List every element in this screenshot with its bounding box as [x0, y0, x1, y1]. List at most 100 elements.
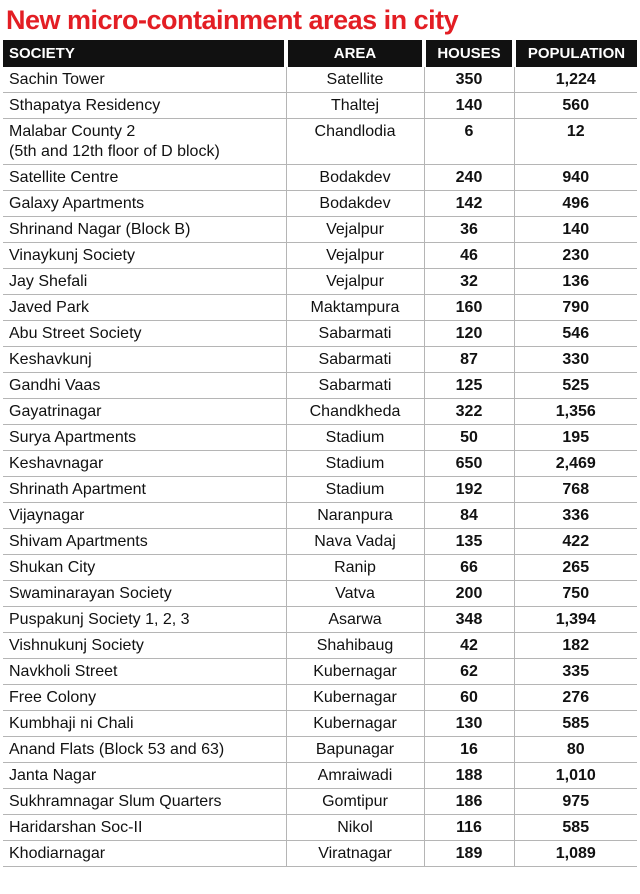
table-row: Keshavkunj Sabarmati 87 330: [3, 346, 637, 373]
society-cell: Janta Nagar: [3, 762, 287, 789]
table-row: Swaminarayan Society Vatva 200 750: [3, 580, 637, 607]
population-cell: 136: [514, 268, 637, 295]
area-cell: Ranip: [286, 554, 425, 581]
population-cell: 585: [514, 814, 637, 841]
society-cell: Puspakunj Society 1, 2, 3: [3, 606, 287, 633]
area-cell: Vejalpur: [286, 242, 425, 269]
table-row: Sthapatya Residency Thaltej 140 560: [3, 92, 637, 119]
table-row: Shrinath Apartment Stadium 192 768: [3, 476, 637, 503]
population-cell: 2,469: [514, 450, 637, 477]
header-houses: HOUSES: [424, 40, 516, 67]
area-cell: Nava Vadaj: [286, 528, 425, 555]
population-cell: 330: [514, 346, 637, 373]
area-cell: Amraiwadi: [286, 762, 425, 789]
table-row: Khodiarnagar Viratnagar 189 1,089: [3, 840, 637, 867]
society-cell: Kumbhaji ni Chali: [3, 710, 287, 737]
houses-cell: 650: [424, 450, 515, 477]
table-row: Jay Shefali Vejalpur 32 136: [3, 268, 637, 295]
population-cell: 422: [514, 528, 637, 555]
table-row: Shrinand Nagar (Block B) Vejalpur 36 140: [3, 216, 637, 243]
houses-cell: 120: [424, 320, 515, 347]
area-cell: Vatva: [286, 580, 425, 607]
population-cell: 12: [514, 118, 637, 165]
population-cell: 585: [514, 710, 637, 737]
society-cell: Jay Shefali: [3, 268, 287, 295]
table-row: Haridarshan Soc-II Nikol 116 585: [3, 814, 637, 841]
houses-cell: 186: [424, 788, 515, 815]
society-cell: Gayatrinagar: [3, 398, 287, 425]
table-row: Surya Apartments Stadium 50 195: [3, 424, 637, 451]
area-cell: Maktampura: [286, 294, 425, 321]
population-cell: 80: [514, 736, 637, 763]
society-cell: Satellite Centre: [3, 164, 287, 191]
page-title: New micro-containment areas in city: [6, 5, 459, 35]
houses-cell: 60: [424, 684, 515, 711]
table-row: Shukan City Ranip 66 265: [3, 554, 637, 581]
table-row: Javed Park Maktampura 160 790: [3, 294, 637, 321]
society-cell: Haridarshan Soc-II: [3, 814, 287, 841]
table-row: Sukhramnagar Slum Quarters Gomtipur 186 975: [3, 788, 637, 815]
society-cell: Surya Apartments: [3, 424, 287, 451]
population-cell: 276: [514, 684, 637, 711]
society-cell: Shivam Apartments: [3, 528, 287, 555]
houses-cell: 125: [424, 372, 515, 399]
houses-cell: 84: [424, 502, 515, 529]
population-cell: 1,394: [514, 606, 637, 633]
society-cell: Galaxy Apartments: [3, 190, 287, 217]
population-cell: 1,224: [514, 67, 637, 93]
area-cell: Thaltej: [286, 92, 425, 119]
table-row: Navkholi Street Kubernagar 62 335: [3, 658, 637, 685]
population-cell: 525: [514, 372, 637, 399]
table-header: SOCIETY AREA HOUSES POPULATION: [3, 40, 637, 67]
area-cell: Bapunagar: [286, 736, 425, 763]
houses-cell: 348: [424, 606, 515, 633]
table-row: Gandhi Vaas Sabarmati 125 525: [3, 372, 637, 399]
society-cell: Free Colony: [3, 684, 287, 711]
table-row: Abu Street Society Sabarmati 120 546: [3, 320, 637, 347]
society-cell: Navkholi Street: [3, 658, 287, 685]
area-cell: Sabarmati: [286, 346, 425, 373]
containment-table: SOCIETY AREA HOUSES POPULATION Sachin To…: [3, 40, 637, 867]
houses-cell: 189: [424, 840, 515, 867]
society-cell: Javed Park: [3, 294, 287, 321]
area-cell: Kubernagar: [286, 684, 425, 711]
population-cell: 336: [514, 502, 637, 529]
houses-cell: 50: [424, 424, 515, 451]
table-row: Vijaynagar Naranpura 84 336: [3, 502, 637, 529]
society-cell: Vishnukunj Society: [3, 632, 287, 659]
area-cell: Kubernagar: [286, 710, 425, 737]
society-cell: Anand Flats (Block 53 and 63): [3, 736, 287, 763]
table-row: Malabar County 2 (5th and 12th floor of D…: [3, 118, 637, 165]
houses-cell: 322: [424, 398, 515, 425]
houses-cell: 142: [424, 190, 515, 217]
society-cell: Keshavnagar: [3, 450, 287, 477]
population-cell: 195: [514, 424, 637, 451]
population-cell: 140: [514, 216, 637, 243]
society-cell: Shrinand Nagar (Block B): [3, 216, 287, 243]
population-cell: 1,089: [514, 840, 637, 867]
houses-cell: 116: [424, 814, 515, 841]
header-population: POPULATION: [514, 40, 637, 67]
area-cell: Kubernagar: [286, 658, 425, 685]
society-cell: Shukan City: [3, 554, 287, 581]
society-cell: Sthapatya Residency: [3, 92, 287, 119]
society-cell: Swaminarayan Society: [3, 580, 287, 607]
society-cell: Shrinath Apartment: [3, 476, 287, 503]
population-cell: 790: [514, 294, 637, 321]
table-row: Anand Flats (Block 53 and 63) Bapunagar 16…: [3, 736, 637, 763]
population-cell: 230: [514, 242, 637, 269]
society-cell: Sachin Tower: [3, 67, 287, 93]
area-cell: Asarwa: [286, 606, 425, 633]
houses-cell: 16: [424, 736, 515, 763]
area-cell: Vejalpur: [286, 268, 425, 295]
houses-cell: 192: [424, 476, 515, 503]
table-row: Kumbhaji ni Chali Kubernagar 130 585: [3, 710, 637, 737]
area-cell: Satellite: [286, 67, 425, 93]
table-row: Puspakunj Society 1, 2, 3 Asarwa 348 1,394: [3, 606, 637, 633]
society-cell: Abu Street Society: [3, 320, 287, 347]
society-cell: Sukhramnagar Slum Quarters: [3, 788, 287, 815]
header-society: SOCIETY: [3, 40, 288, 67]
population-cell: 975: [514, 788, 637, 815]
area-cell: Nikol: [286, 814, 425, 841]
houses-cell: 62: [424, 658, 515, 685]
